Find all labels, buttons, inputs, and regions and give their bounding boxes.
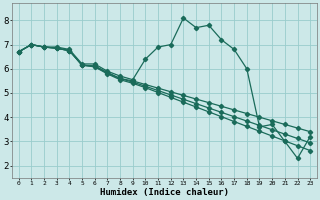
X-axis label: Humidex (Indice chaleur): Humidex (Indice chaleur) (100, 188, 229, 197)
